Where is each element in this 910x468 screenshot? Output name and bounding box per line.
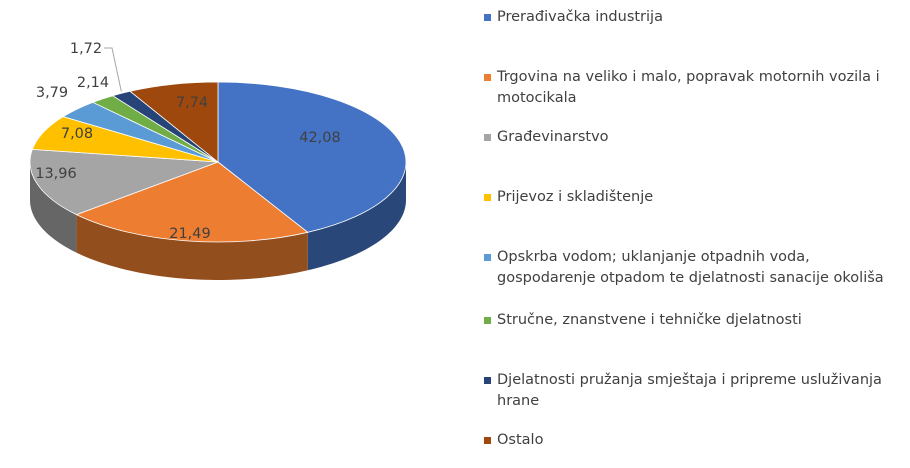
legend-item: Opskrba vodom; uklanjanje otpadnih voda,… [484,247,904,289]
data-label: 1,72 [70,41,102,57]
data-label: 2,14 [77,75,109,91]
legend-label: Djelatnosti pružanja smještaja i priprem… [497,372,882,409]
pie-slice-side [30,162,77,253]
legend-swatch [484,377,491,384]
data-label: 42,08 [299,130,341,146]
data-label: 7,74 [176,95,208,111]
legend-label: Trgovina na veliko i malo, popravak moto… [497,69,880,106]
legend-item: Trgovina na veliko i malo, popravak moto… [484,67,904,109]
data-label: 7,08 [61,126,93,142]
legend-swatch [484,254,491,261]
legend-swatch [484,437,491,444]
pie-slice [75,161,309,243]
legend-swatch [484,74,491,81]
data-label: 21,49 [169,226,211,242]
legend-label: Prijevoz i skladištenje [497,189,654,205]
legend-label: Ostalo [497,432,544,448]
data-label: 3,79 [36,85,68,101]
pie-slice [129,81,219,163]
legend-label: Građevinarstvo [497,129,609,145]
pie-chart: 42,08 21,49 13,96 7,08 3,79 2,14 1,72 7,74 [29,41,407,280]
legend-item: Djelatnosti pružanja smještaja i priprem… [484,370,904,412]
pie-top-group [29,81,407,243]
legend-item: Ostalo [484,430,904,451]
legend-label: Stručne, znanstvene i tehničke djelatnos… [497,312,802,328]
data-label-group: 42,08 21,49 13,96 7,08 3,79 2,14 1,72 7,74 [35,41,341,242]
data-label: 13,96 [35,166,77,182]
pie-slice [29,148,219,216]
legend-label: Opskrba vodom; uklanjanje otpadnih voda,… [497,249,884,286]
legend-item: Prijevoz i skladištenje [484,187,904,208]
legend-swatch [484,194,491,201]
leader-line [104,47,122,92]
legend-swatch [484,134,491,141]
pie-slice-side [76,214,308,280]
legend-item: Prerađivačka industrija [484,7,904,28]
pie-slice [217,81,407,233]
legend-label: Prerađivačka industrija [497,9,663,25]
legend-swatch [484,317,491,324]
legend-swatch [484,14,491,21]
legend-item: Građevinarstvo [484,127,904,148]
legend-item: Stručne, znanstvene i tehničke djelatnos… [484,310,904,331]
